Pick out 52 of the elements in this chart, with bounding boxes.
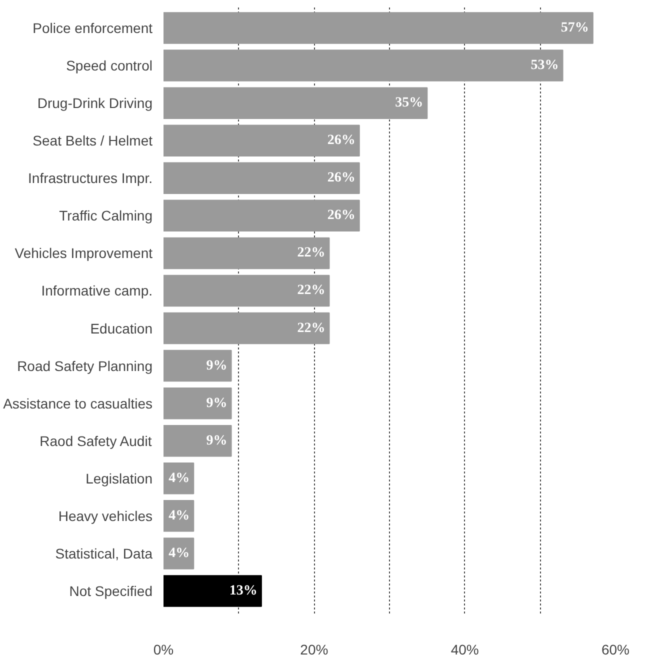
bar — [164, 12, 594, 44]
bar — [164, 538, 194, 570]
y-tick-label: Infrastructures Impr. — [28, 170, 152, 186]
y-tick-label: Raod Safety Audit — [40, 432, 152, 449]
x-tick-label: 0% — [153, 642, 174, 658]
y-tick-label: Seat Belts / Helmet — [32, 132, 153, 149]
data-label: 53% — [530, 58, 559, 74]
bar — [164, 200, 360, 232]
y-tick-label: Informative camp. — [41, 282, 153, 299]
bar — [164, 237, 330, 270]
bar — [164, 424, 232, 457]
y-tick-label: Legislation — [86, 470, 152, 486]
x-tick-label: 20% — [300, 642, 328, 658]
y-tick-label: Speed control — [66, 58, 153, 74]
y-tick-label: Road Safety Planning — [17, 358, 153, 374]
bar — [164, 124, 360, 156]
data-label: 22% — [297, 320, 326, 336]
data-label: 22% — [297, 246, 326, 261]
data-label: 4% — [168, 546, 190, 561]
bar — [164, 312, 330, 344]
y-tick-label: Drug-Drink Driving — [37, 95, 153, 112]
y-tick-label: Assistance to casualties — [3, 395, 152, 412]
data-label: 4% — [168, 508, 190, 524]
data-label: 9% — [206, 396, 228, 411]
data-label: 9% — [206, 358, 228, 374]
x-tick-label: 60% — [601, 642, 630, 658]
x-tick-label: 40% — [450, 642, 479, 658]
y-tick-label: Vehicles Improvement — [14, 245, 153, 262]
y-tick-label: Heavy vehicles — [58, 508, 153, 524]
y-tick-label: Police enforcement — [32, 20, 153, 36]
data-label: 13% — [229, 583, 258, 598]
data-label: 4% — [168, 470, 190, 486]
bar — [164, 274, 330, 307]
y-tick-label: Statistical, Data — [55, 545, 153, 562]
bar — [164, 350, 232, 382]
bar — [164, 50, 564, 82]
data-label: 26% — [327, 208, 356, 224]
bar — [164, 162, 360, 194]
data-label: 26% — [327, 133, 356, 148]
y-tick-label: Education — [90, 320, 153, 336]
bar — [164, 87, 428, 119]
data-label: 9% — [206, 433, 228, 448]
data-label: 26% — [327, 170, 356, 186]
bar — [164, 575, 262, 607]
data-label: 57% — [560, 20, 589, 36]
y-tick-label: Not Specified — [69, 582, 153, 599]
data-label: 22% — [297, 283, 326, 298]
bar — [164, 500, 194, 532]
bar — [164, 387, 232, 420]
data-label: 35% — [395, 96, 424, 111]
y-tick-label: Traffic Calming — [59, 208, 152, 224]
bar — [164, 462, 194, 494]
